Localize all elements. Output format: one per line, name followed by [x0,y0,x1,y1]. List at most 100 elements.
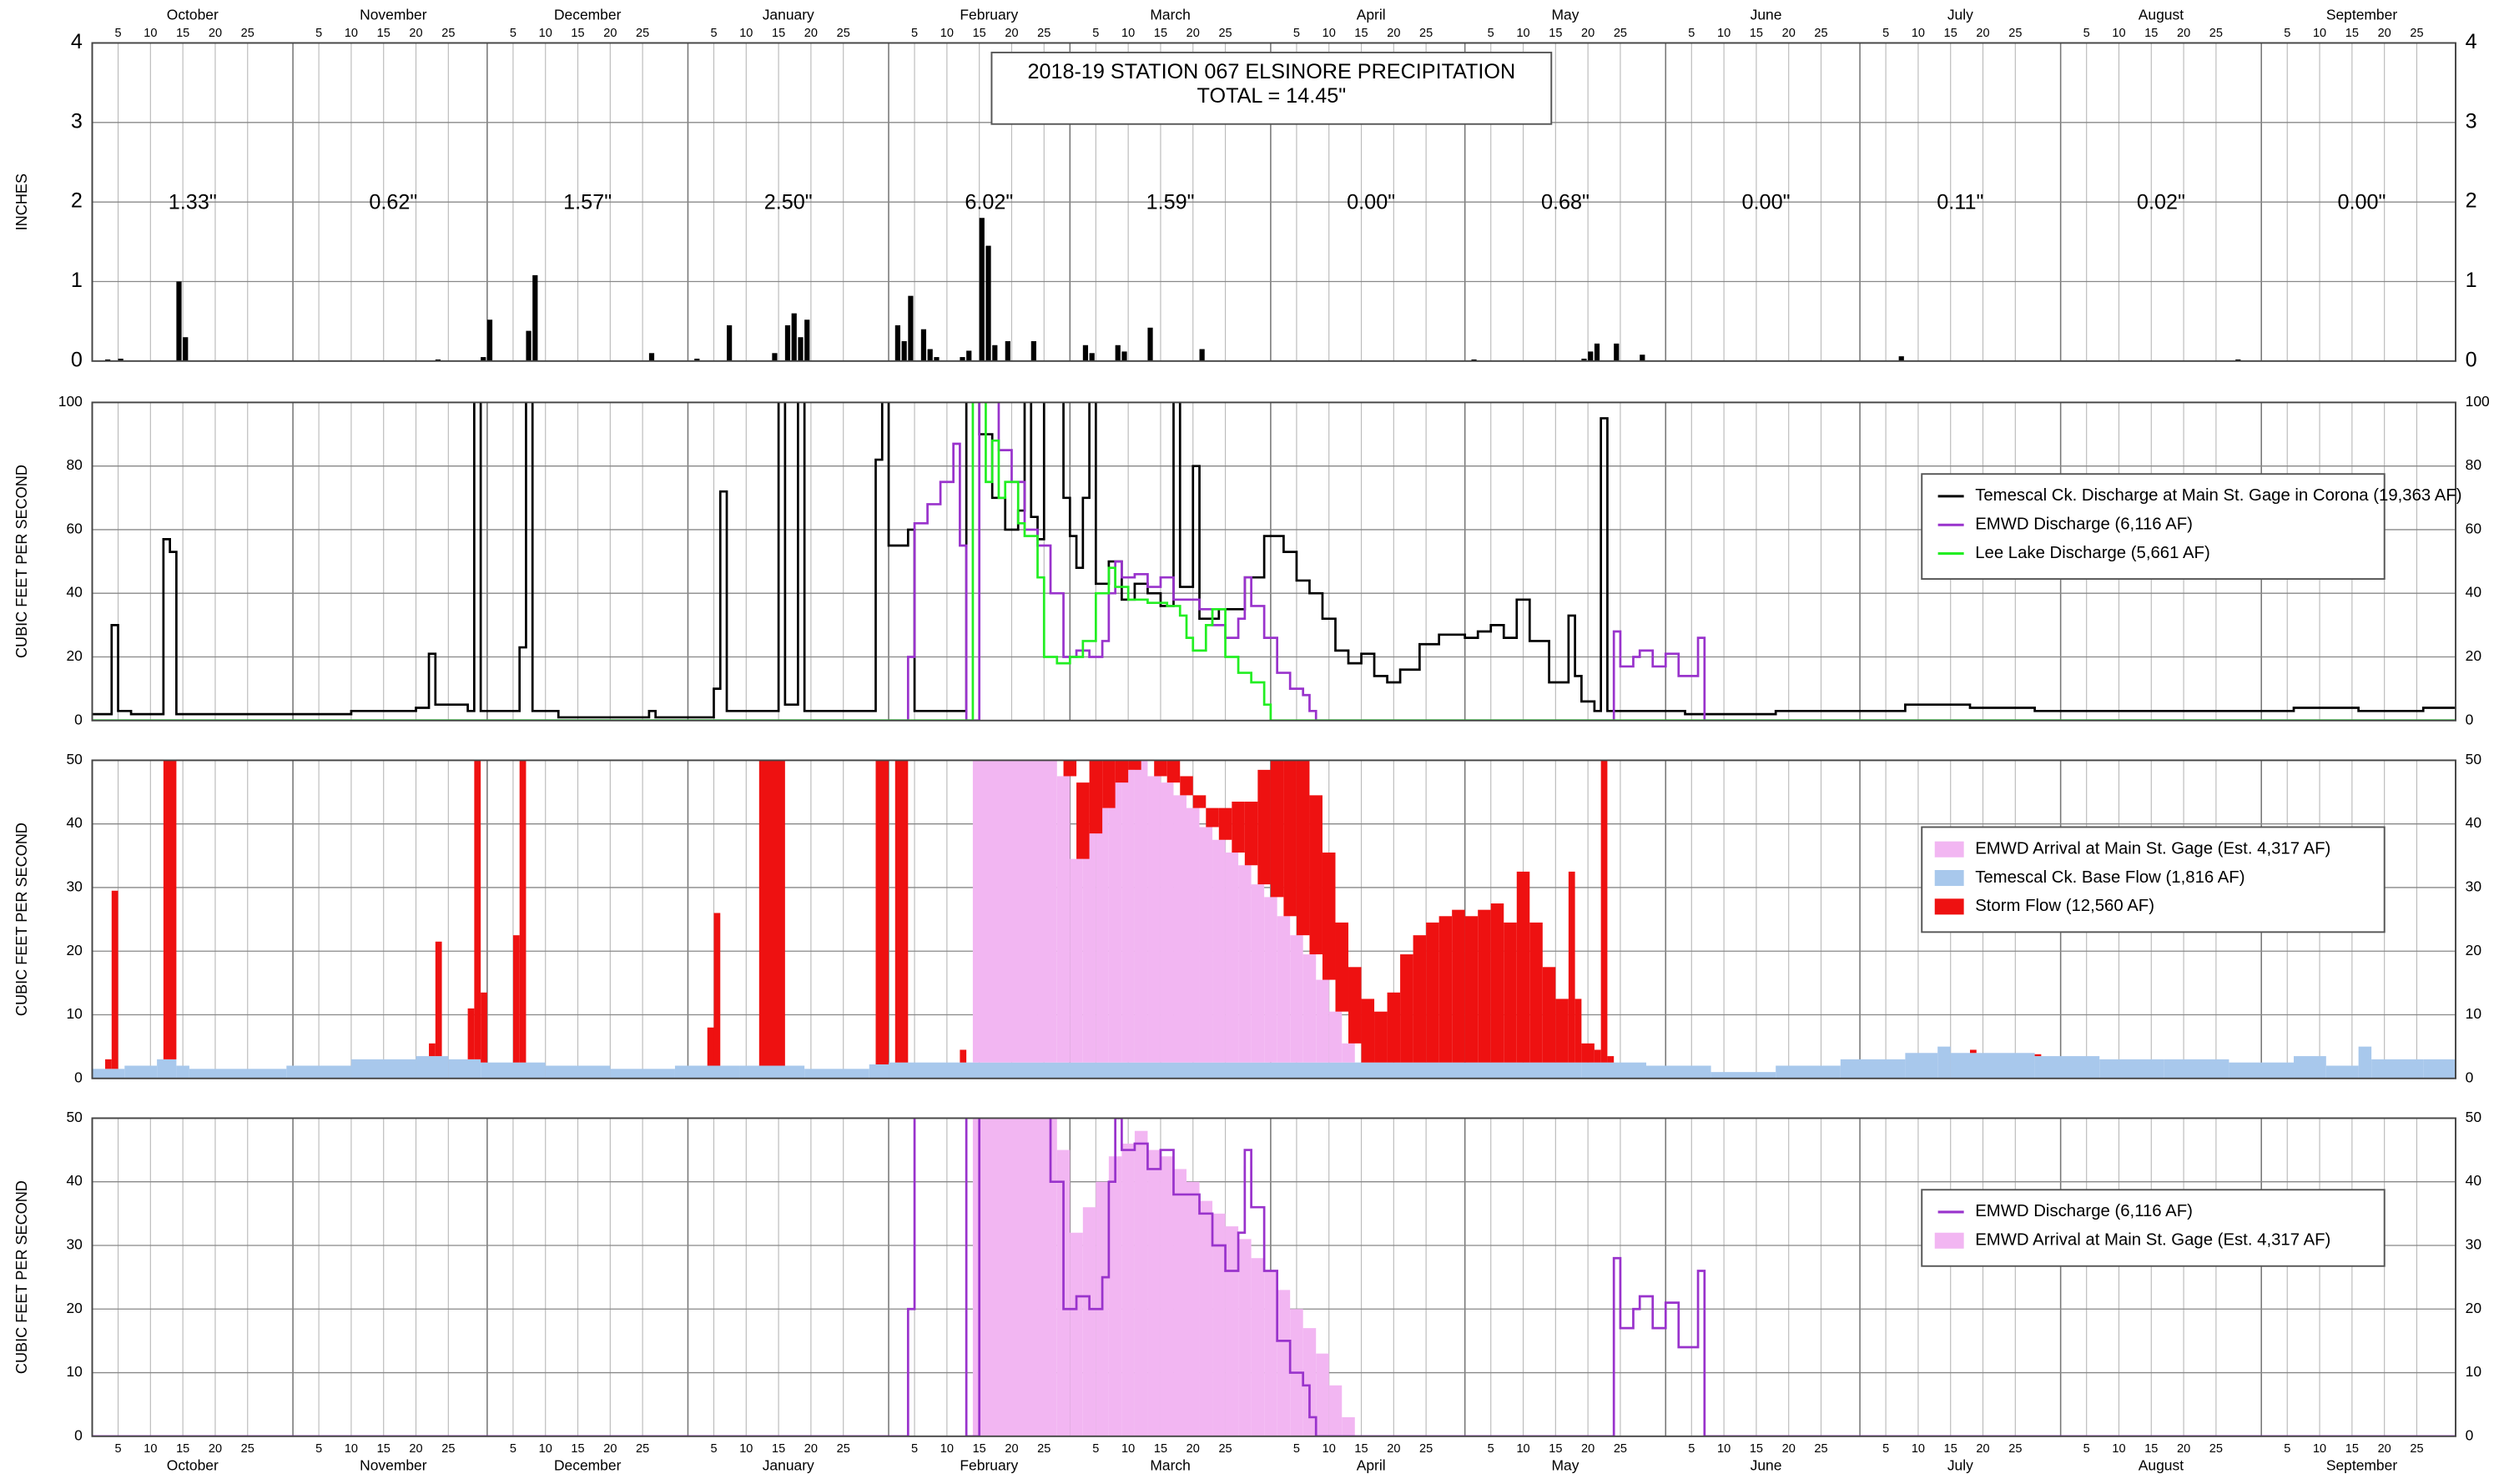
x-tick-label: 5 [1293,1442,1300,1456]
bar [1516,871,1530,1063]
y-tick-label: 4 [71,30,83,53]
x-tick-label: 20 [1976,1442,1989,1456]
x-tick-label: 15 [377,27,390,40]
bar [124,1065,158,1079]
y-tick-label: 0 [74,711,83,727]
step-line [92,402,2456,721]
bar [1342,1416,1355,1436]
x-tick-label: 25 [1037,1442,1050,1456]
month-label: May [1551,1457,1579,1474]
plot-frame [91,759,2456,1079]
bar [1568,871,1575,1063]
bar [176,1065,189,1079]
bar [1413,935,1427,1063]
x-tick-label: 5 [2284,27,2290,40]
bar [1160,1156,1174,1436]
bar [1290,935,1303,1063]
legend-label: EMWD Discharge (6,116 AF) [1975,1202,2193,1220]
x-tick-label: 10 [144,1442,157,1456]
bar [1374,1011,1388,1063]
bar [1504,922,1517,1063]
bar [966,350,972,361]
bar [1277,916,1291,1063]
bar [1115,345,1121,361]
bar [1121,769,1135,1063]
bar [804,319,810,361]
legend-swatch [1934,898,1964,915]
x-tick-label: 20 [804,1442,818,1456]
bar [1030,340,1036,361]
y-tick-label: 40 [66,584,82,601]
y-tick-label: 2 [71,189,83,213]
bar [532,274,538,361]
bar [1270,760,1284,898]
y-tick-label: 100 [2466,393,2490,410]
plot-frame [91,401,2456,722]
bar [1309,795,1323,955]
y-tick-label: 40 [2466,814,2481,831]
bar [1206,807,1219,828]
bar [519,760,526,1063]
bar [111,890,118,1069]
bar [1121,351,1127,361]
y-tick-label: 3 [2466,110,2477,133]
bar [2164,1059,2229,1079]
x-tick-label: 20 [603,27,617,40]
y-tick-label: 30 [2466,1236,2481,1253]
x-tick-label: 25 [1037,27,1050,40]
y-tick-label: 10 [66,1363,82,1380]
y-tick-label: 60 [2466,521,2481,537]
x-tick-label: 5 [1688,27,1695,40]
x-tick-label: 15 [2144,1442,2158,1456]
bar [1173,795,1187,1063]
bar [481,357,486,361]
bar [784,324,791,361]
bar [869,1064,889,1079]
bar [481,992,487,1063]
bar [1082,833,1096,1063]
bar [183,337,189,361]
monthly-total: 0.00" [1347,191,1395,214]
bar [1180,776,1193,796]
bar [189,1069,287,1079]
month-label: February [960,7,1018,23]
x-tick-label: 5 [510,1442,516,1456]
month-label: September [2326,7,2398,23]
x-tick-label: 5 [1688,1442,1695,1456]
x-tick-label: 10 [1717,1442,1731,1456]
marks [92,402,2456,721]
bar [2229,1062,2295,1079]
y-tick-label: 80 [66,456,82,473]
bar [1238,865,1252,1063]
bar [1302,954,1317,1063]
x-tick-label: 20 [2177,27,2190,40]
x-tick-label: 15 [2345,1442,2359,1456]
bar [416,1056,449,1079]
bar [1173,1169,1187,1436]
bar [1082,345,1089,361]
monthly-total: 1.59" [1146,191,1195,214]
x-tick-label: 5 [1488,1442,1494,1456]
bar [1147,327,1153,361]
x-tick-label: 10 [1516,1442,1529,1456]
x-tick-label: 25 [837,27,850,40]
bar [1199,349,1205,361]
x-tick-label: 10 [940,27,954,40]
month-label: March [1150,1457,1190,1474]
month-label: June [1751,7,1782,23]
month-label: December [554,7,622,23]
y-tick-label: 60 [66,521,82,537]
bar [610,1069,675,1079]
bar [1160,782,1174,1063]
bar [1937,1046,1951,1079]
bar [727,324,733,361]
bar [1581,358,1587,361]
plot-frame [91,42,2456,362]
x-tick-label: 20 [2177,1442,2190,1456]
bar [1581,1043,1595,1063]
bar [1147,776,1161,1063]
bar [1063,760,1077,777]
bar [1037,760,1057,1063]
x-tick-label: 15 [973,27,986,40]
